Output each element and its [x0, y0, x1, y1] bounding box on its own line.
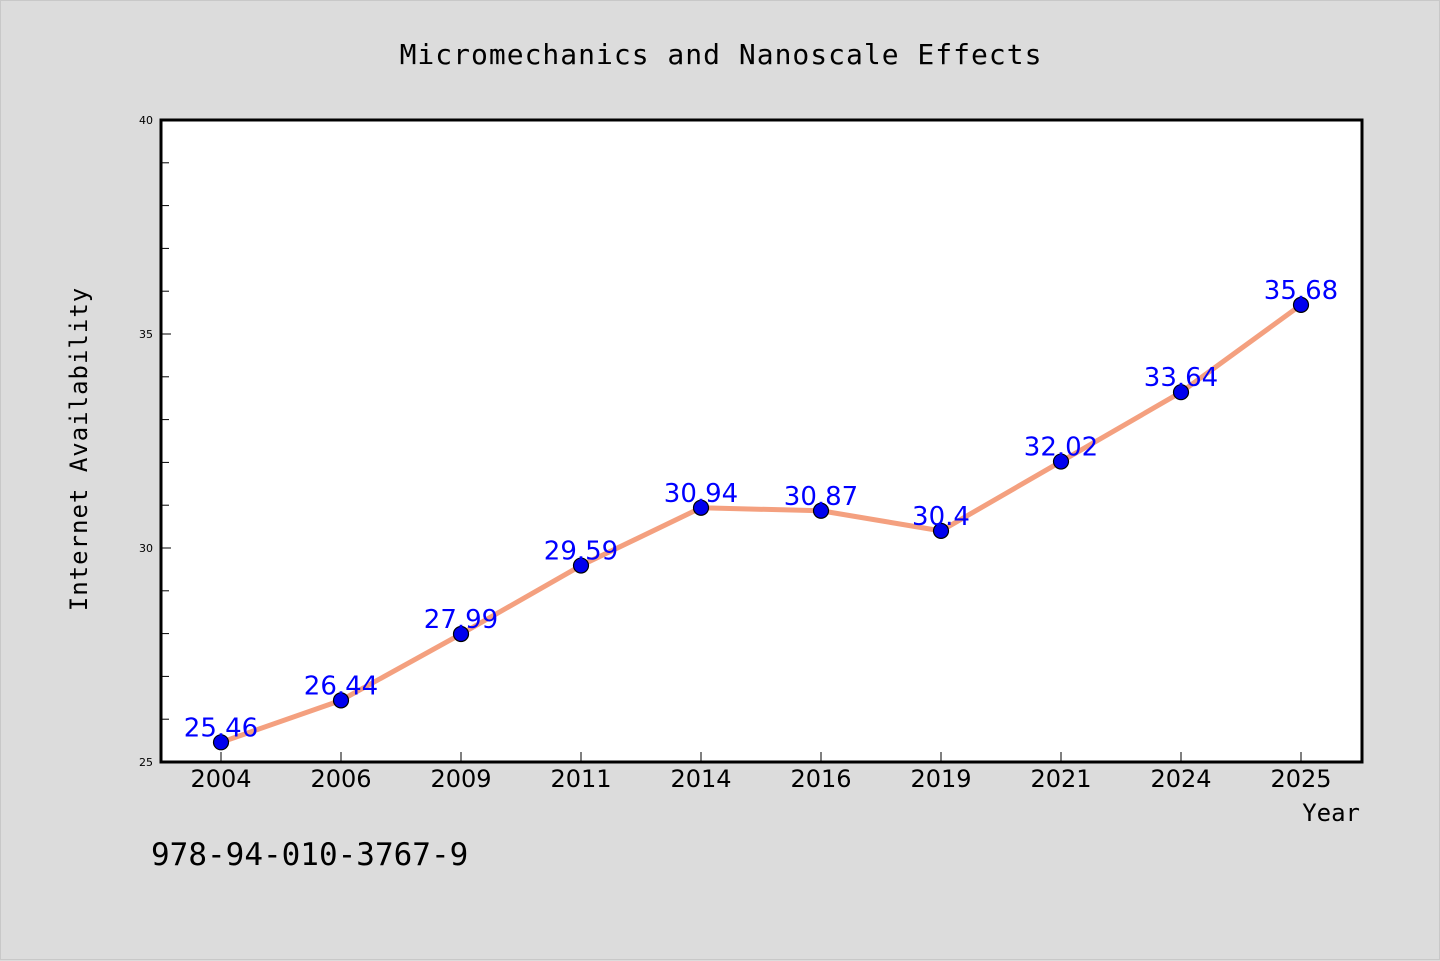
data-point	[932, 522, 950, 539]
data-point	[692, 499, 710, 516]
data-label: 32.02	[1024, 433, 1098, 463]
series-line-layer	[218, 302, 1304, 745]
data-label: 26.44	[304, 671, 378, 701]
data-point	[1052, 453, 1070, 470]
x-tick-label: 2009	[430, 765, 491, 793]
plot-area	[159, 118, 1364, 764]
footer-text: 978-94-010-3767-9	[151, 837, 468, 873]
data-label: 30.87	[784, 482, 858, 512]
markers-layer	[212, 296, 1310, 751]
series-line	[218, 302, 1304, 745]
data-label: 29.59	[544, 537, 618, 567]
data-label: 25.46	[184, 713, 258, 743]
data-point	[1292, 296, 1310, 313]
x-tick-label: 2024	[1150, 765, 1211, 793]
x-tick-label: 2006	[310, 765, 371, 793]
data-point	[572, 557, 590, 574]
x-tick-label: 2019	[910, 765, 971, 793]
data-point	[452, 625, 470, 643]
data-labels-layer: 25.46 26.44 27.99 29.59 30.94 30.87 30.4 32.02 3…	[184, 276, 1338, 743]
x-tick-label: 2016	[790, 765, 851, 793]
data-label: 30.4	[912, 502, 970, 532]
y-tick-label: 40	[139, 114, 153, 127]
x-tick-label: 2025	[1270, 765, 1331, 793]
data-label: 35.68	[1264, 276, 1338, 306]
x-tick-label: 2004	[190, 765, 251, 793]
chart-title: Micromechanics and Nanoscale Effects	[400, 38, 1043, 71]
data-label: 27.99	[424, 605, 498, 635]
y-axis-label: Internet Availability	[65, 287, 93, 611]
x-tick-label: 2014	[670, 765, 731, 793]
data-label: 33.64	[1144, 363, 1218, 393]
data-point	[332, 692, 350, 709]
y-tick-label: 35	[139, 328, 153, 341]
data-label: 30.94	[664, 479, 738, 509]
x-tick-label: 2011	[550, 765, 611, 793]
data-point	[212, 734, 230, 751]
y-axis-ticks: 25 30 35 40	[139, 114, 171, 769]
x-tick-label: 2021	[1030, 765, 1091, 793]
x-axis-ticks: 2004 2006 2009 2011 2014 2016 2019 2021 2024 2025	[190, 752, 1332, 793]
y-tick-label: 25	[139, 756, 153, 769]
data-point	[1172, 384, 1190, 401]
data-point	[812, 502, 830, 519]
x-axis-label: Year	[1302, 799, 1360, 827]
y-tick-label: 30	[139, 542, 153, 555]
